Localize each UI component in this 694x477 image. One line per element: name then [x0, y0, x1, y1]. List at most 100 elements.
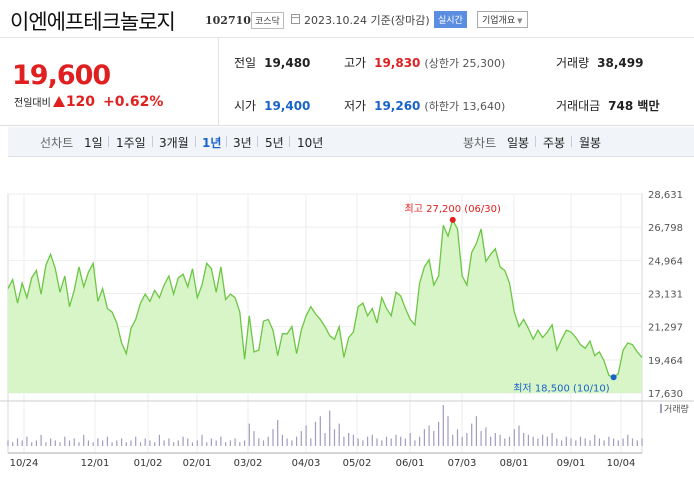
period-5y[interactable]: 5년 [265, 136, 284, 150]
volume-bar [300, 431, 302, 446]
volume-bar [177, 440, 179, 446]
volume-bar [215, 440, 217, 446]
volume-bar [594, 434, 596, 446]
stat-value: 19,260 [374, 99, 421, 113]
period-1y[interactable]: 1년 [202, 136, 222, 150]
volume-bar [319, 416, 321, 446]
period-1d[interactable]: 1일 [84, 136, 103, 150]
volume-bar [565, 436, 567, 446]
y-tick-label: 19,464 [648, 356, 683, 367]
low-annotation: 최저 18,500 (10/10) [513, 382, 609, 394]
y-tick-label: 26,798 [648, 223, 683, 234]
high-marker [449, 216, 456, 223]
volume-bar [338, 423, 340, 446]
volume-bar [149, 440, 151, 446]
stat-high: 고가 19,830 (상한가 25,300) [344, 54, 505, 71]
volume-bar [54, 440, 56, 446]
volume-bar [527, 434, 529, 446]
volume-bar [125, 442, 127, 446]
volume-bar [589, 440, 591, 446]
volume-bar [168, 438, 170, 446]
volume-bar [135, 436, 137, 446]
volume-bar [367, 436, 369, 446]
volume-bar [111, 442, 113, 446]
candle-weekly[interactable]: 주봉 [543, 136, 566, 150]
period-3y[interactable]: 3년 [233, 136, 252, 150]
price-line [7, 218, 643, 379]
separator [152, 136, 153, 147]
calendar-icon [291, 14, 300, 24]
company-info-label: 기업개요 [482, 16, 516, 26]
x-tick-label: 06/01 [396, 458, 425, 469]
separator [289, 136, 290, 147]
volume-bar [419, 436, 421, 446]
volume-bar [423, 429, 425, 446]
separator [535, 136, 536, 147]
volume-bar [244, 440, 246, 446]
volume-bar [73, 438, 75, 446]
volume-bar [305, 425, 307, 446]
volume-bar [116, 440, 118, 446]
period-1w[interactable]: 1주일 [116, 136, 146, 150]
volume-bar [144, 438, 146, 446]
volume-bar [518, 425, 520, 446]
y-tick-label: 21,297 [648, 323, 683, 334]
candle-daily[interactable]: 일봉 [507, 136, 530, 150]
volume-bar [291, 440, 293, 446]
stat-value: 19,830 [374, 56, 421, 70]
volume-bar [106, 436, 108, 446]
volume-bar [385, 436, 388, 446]
volume-bar [556, 438, 558, 446]
volume-bar [613, 438, 615, 446]
candle-monthly[interactable]: 월봉 [579, 136, 602, 150]
volume-bar [542, 434, 544, 446]
volume-bar [352, 434, 354, 446]
period-3m[interactable]: 3개월 [159, 136, 189, 150]
separator [108, 136, 109, 147]
stat-value: 19,400 [264, 99, 311, 113]
volume-bar [376, 438, 378, 446]
upper-limit: (상한가 25,300) [424, 57, 506, 70]
low-marker [610, 374, 617, 381]
volume-bar [641, 438, 643, 446]
realtime-button[interactable]: 실시간 [434, 11, 467, 28]
volume-bar [442, 405, 444, 446]
volume-bar [584, 438, 586, 446]
volume-bar [16, 438, 19, 446]
volume-bar [362, 440, 364, 446]
volume-bar [225, 442, 227, 446]
volume-bar [191, 442, 194, 446]
change-label: 전일대비 [14, 98, 51, 109]
volume-bar [68, 440, 71, 446]
volume-bar [371, 434, 373, 446]
volume-bar [59, 442, 61, 446]
volume-bar [494, 433, 496, 446]
separator [257, 136, 258, 147]
volume-bar [267, 436, 269, 446]
volume-bar [163, 440, 165, 446]
volume-bar [508, 436, 511, 446]
volume-bar [26, 436, 28, 446]
volume-bar [253, 431, 255, 446]
period-10y[interactable]: 10년 [297, 136, 324, 150]
volume-bar [286, 438, 288, 446]
volume-bar [631, 438, 634, 446]
volume-bar [173, 442, 175, 446]
volume-bar [608, 436, 610, 446]
stat-volume: 거래량 38,499 [556, 54, 643, 71]
volume-bar [471, 423, 473, 446]
volume-bar [277, 419, 279, 446]
high-annotation: 최고 27,200 (06/30) [405, 203, 501, 215]
stat-label: 시가 [234, 99, 257, 113]
volume-bar [201, 434, 203, 446]
y-tick-label: 28,631 [648, 190, 683, 201]
volume-bar [343, 436, 345, 446]
company-info-button[interactable]: 기업개요 ▼ [477, 11, 528, 28]
volume-bar [537, 438, 539, 446]
volume-bar [395, 434, 397, 446]
volume-bar [314, 421, 317, 446]
volume-bar [598, 438, 600, 446]
stat-value: 38,499 [597, 56, 644, 70]
volume-bar [452, 434, 454, 446]
up-triangle-icon [52, 96, 65, 107]
